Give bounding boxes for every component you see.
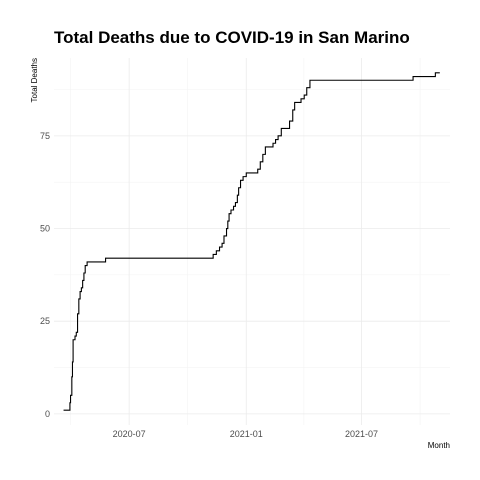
x-tick-label: 2020-07 bbox=[113, 429, 146, 439]
y-tick-label: 25 bbox=[40, 316, 50, 326]
x-tick-label: 2021-01 bbox=[230, 429, 263, 439]
y-tick-label: 0 bbox=[45, 409, 50, 419]
x-tick-label: 2021-07 bbox=[345, 429, 378, 439]
x-axis-label: Month bbox=[428, 441, 450, 450]
y-axis-label: Total Deaths bbox=[30, 58, 39, 102]
y-tick-label: 50 bbox=[40, 224, 50, 234]
chart-title: Total Deaths due to COVID-19 in San Mari… bbox=[54, 28, 410, 47]
minor-gridlines bbox=[54, 58, 450, 425]
series-group bbox=[63, 72, 440, 411]
series-line-total-deaths bbox=[63, 72, 440, 411]
y-tick-label: 75 bbox=[40, 131, 50, 141]
tick-labels: 0 25 50 75 2020-07 2021-01 2021-07 bbox=[40, 131, 378, 439]
major-gridlines bbox=[54, 58, 450, 425]
